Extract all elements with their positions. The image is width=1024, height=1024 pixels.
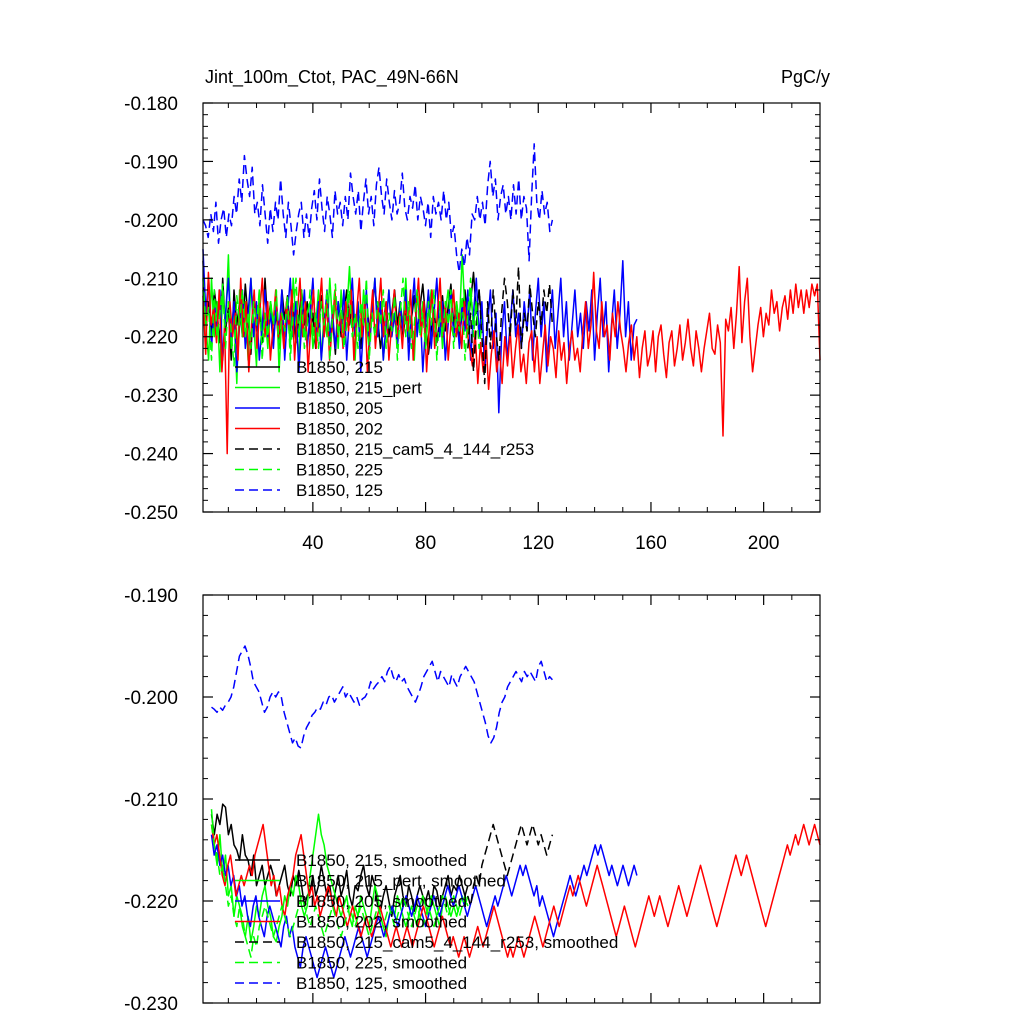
bottom-plot: -0.190 -0.200 -0.210 -0.220 -0.230 B1850, 21… [124,586,821,1015]
bottom-series-line-1 [210,809,469,943]
top-plot-frame [202,102,821,513]
top-legend-label: B1850, 215_cam5_4_144_r253 [296,440,534,459]
top-series-group [202,143,821,455]
bottom-series-line-6 [211,645,553,749]
bottom-y-tick-label: -0.210 [124,790,178,811]
top-x-tick-label: 120 [522,533,554,554]
top-legend-label: B1850, 225 [296,461,383,480]
bottom-series-line-4 [467,823,554,907]
top-y-tick-label: -0.180 [124,94,178,115]
top-x-tick-label: 80 [415,533,436,554]
bottom-y-tick-label: -0.220 [124,892,178,913]
top-y-tick-label: -0.210 [124,269,178,290]
bottom-series-line-3 [210,823,821,958]
top-x-tick-label: 160 [635,533,667,554]
top-title-left: Jint_100m_Ctot, PAC_49N-66N [205,67,459,88]
top-series-line-3 [202,265,821,455]
top-y-tick-label: -0.220 [124,328,178,349]
bottom-legend-label: B1850, 202, smoothed [296,913,467,932]
top-legend-label: B1850, 215_pert [296,379,422,398]
bottom-legend-label: B1850, 225, smoothed [296,954,467,973]
top-y-tick-label: -0.190 [124,152,178,173]
top-y-tick-label: -0.240 [124,445,178,466]
top-y-tick-label: -0.250 [124,503,178,524]
top-x-tick-label: 40 [302,533,323,554]
bottom-legend-label: B1850, 215_cam5_4_144_r253, smoothed [296,933,618,952]
bottom-axes: -0.190 -0.200 -0.210 -0.220 -0.230 [124,586,821,1015]
bottom-series-group [210,645,821,979]
top-legend-label: B1850, 205 [296,399,383,418]
bottom-legend: B1850, 215, smoothed B1850, 215_pert, smo… [235,851,618,993]
top-title-right: PgC/y [781,67,830,87]
top-y-tick-label: -0.230 [124,386,178,407]
bottom-legend-label: B1850, 125, smoothed [296,974,467,993]
top-legend-label: B1850, 125 [296,481,383,500]
bottom-series-line-5 [210,824,469,958]
bottom-legend-label: B1850, 205, smoothed [296,892,467,911]
bottom-legend-label: B1850, 215, smoothed [296,851,467,870]
top-plot: Jint_100m_Ctot, PAC_49N-66N PgC/y -0.180… [124,67,830,554]
top-series-line-5 [202,277,483,367]
top-axes: -0.180 -0.190 -0.200 -0.210 -0.220 -0.230 -0.2… [124,94,821,554]
top-y-tick-label: -0.200 [124,211,178,232]
top-legend-label: B1850, 202 [296,420,383,439]
bottom-y-tick-label: -0.200 [124,688,178,709]
bottom-y-tick-label: -0.190 [124,586,178,607]
top-x-tick-label: 200 [748,533,780,554]
bottom-legend-label: B1850, 215_pert, smoothed [296,872,506,891]
top-series-line-6 [202,143,554,274]
bottom-y-tick-label: -0.230 [124,994,178,1015]
top-legend-label: B1850, 215 [296,358,383,377]
